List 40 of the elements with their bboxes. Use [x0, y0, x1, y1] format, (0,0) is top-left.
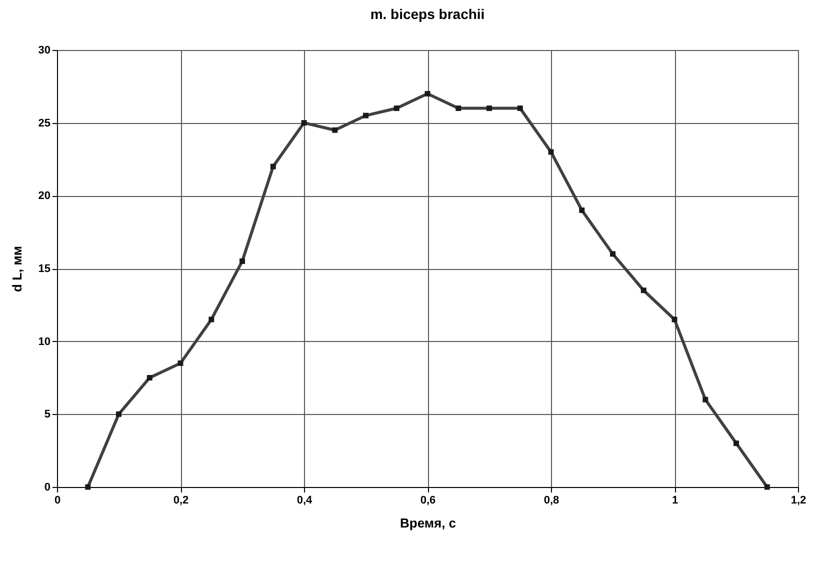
point	[394, 106, 400, 112]
y-tick-label: 15	[38, 263, 50, 275]
y-axis-title: d L, мм	[9, 246, 24, 292]
point	[146, 375, 152, 380]
point	[640, 288, 646, 294]
x-tick-label: 1,2	[790, 494, 806, 506]
x-tick-label: 0	[54, 494, 61, 506]
point	[517, 106, 523, 112]
point	[270, 164, 276, 170]
x-tick-label: 0,6	[420, 494, 436, 506]
point	[734, 440, 739, 446]
point	[363, 112, 368, 118]
point	[486, 106, 492, 112]
x-axis-title: Время, с	[400, 516, 456, 530]
y-tick-label: 10	[38, 336, 50, 348]
point	[178, 360, 184, 366]
chart-title: m. biceps brachii	[370, 6, 485, 22]
point	[240, 258, 245, 264]
point	[424, 90, 430, 96]
point	[332, 127, 338, 133]
point	[116, 411, 122, 417]
point	[208, 316, 214, 322]
x-tick-label: 0,4	[296, 494, 314, 506]
y-tick-label: 5	[44, 408, 50, 421]
y-tick-label: 30	[38, 44, 50, 56]
point	[456, 106, 462, 112]
point	[610, 251, 616, 257]
x-tick-label: 0,2	[173, 494, 189, 506]
point	[85, 484, 91, 490]
point	[301, 120, 307, 126]
point	[672, 316, 678, 322]
point	[548, 149, 554, 155]
point	[764, 484, 770, 490]
y-tick-label: 20	[38, 190, 50, 202]
y-tick-label: 25	[38, 117, 50, 130]
point	[579, 207, 585, 213]
point	[702, 396, 708, 402]
y-tick-label: 0	[44, 482, 50, 494]
x-tick-label: 1	[672, 494, 678, 506]
x-tick-label: 0,8	[544, 494, 560, 506]
